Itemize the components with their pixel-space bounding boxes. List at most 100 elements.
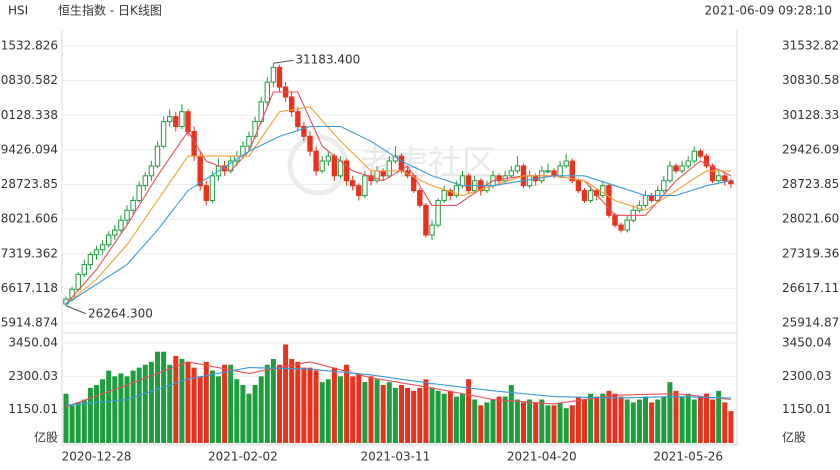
candle-body	[441, 190, 447, 201]
volume-tick-label-right: 1150.01	[782, 402, 832, 416]
volume-bar	[106, 370, 112, 443]
volume-bar	[325, 379, 331, 443]
volume-bar	[453, 396, 459, 443]
candle-body	[673, 165, 679, 172]
volume-unit-right: 亿股	[782, 430, 806, 445]
volume-bar	[429, 387, 435, 443]
volume-bar	[478, 405, 484, 443]
volume-bar	[496, 396, 502, 443]
y-tick-label-right: 25914.874	[782, 316, 840, 330]
volume-bar	[331, 367, 337, 443]
candle-body	[716, 175, 722, 182]
y-tick-label-right: 28021.606	[782, 212, 840, 226]
candle-body	[173, 116, 179, 128]
y-tick-label-right: 26617.118	[782, 281, 840, 295]
candle-body	[569, 160, 575, 182]
volume-bar	[338, 376, 343, 443]
volume-bar	[118, 373, 124, 443]
candle-body	[709, 165, 716, 182]
volume-bar	[350, 376, 356, 443]
candle-body	[209, 175, 216, 201]
volume-bar	[234, 379, 240, 443]
volume-bar	[575, 396, 581, 443]
volume-bar	[246, 393, 252, 443]
volume-bar	[508, 385, 514, 443]
candle-body	[453, 185, 460, 197]
volume-bar	[399, 385, 404, 443]
volume-bar	[319, 382, 325, 443]
volume-bar	[514, 399, 520, 443]
candle-body	[661, 180, 667, 192]
y-tick-label: 29426.094	[0, 142, 58, 156]
candle-body	[722, 175, 728, 182]
candle-body	[142, 175, 149, 187]
volume-bar	[252, 385, 258, 443]
volume-bar	[167, 364, 173, 443]
volume-bar	[222, 364, 228, 443]
volume-bar	[521, 402, 526, 443]
x-tick-label: 2021-04-20	[507, 450, 577, 464]
candle-body	[319, 160, 325, 172]
y-tick-label-right: 31532.826	[782, 39, 840, 53]
y-tick-label-right: 30830.582	[782, 73, 840, 87]
volume-bar	[380, 385, 386, 443]
volume-bar	[386, 382, 392, 443]
volume-bar	[460, 393, 465, 443]
candle-body	[508, 170, 515, 177]
volume-bar	[588, 393, 594, 443]
candle-body	[276, 66, 283, 88]
volume-bar	[185, 361, 191, 443]
y-tick-label: 28021.606	[0, 212, 58, 226]
candle-body	[465, 175, 472, 192]
volume-bar	[87, 387, 93, 443]
candle-body	[496, 175, 502, 182]
candle-body	[154, 145, 161, 167]
volume-tick-label: 2300.03	[8, 369, 58, 383]
candle-body	[325, 155, 332, 162]
candle-body	[148, 165, 155, 177]
candle-body	[106, 234, 112, 246]
candle-body	[594, 190, 600, 197]
candle-body	[417, 190, 423, 206]
candle-body	[642, 195, 649, 206]
candle-body	[270, 66, 277, 83]
y-tick-label: 26617.118	[0, 281, 58, 295]
volume-tick-label-right: 2300.03	[782, 369, 832, 383]
candle-body	[112, 229, 118, 236]
volume-bar	[405, 387, 411, 443]
x-tick-label: 2021-03-11	[361, 450, 431, 464]
candle-body	[545, 170, 551, 173]
x-tick-label: 2021-05-26	[653, 450, 723, 464]
candle-body	[563, 160, 569, 167]
volume-bar	[582, 399, 587, 443]
volume-bar	[203, 361, 209, 443]
candle-body	[356, 185, 362, 197]
volume-bar	[264, 364, 270, 443]
candle-body	[301, 126, 307, 137]
volume-bar	[612, 393, 618, 443]
candle-body	[167, 116, 173, 123]
volume-bar	[411, 390, 417, 443]
candle-body	[362, 175, 368, 197]
candle-body	[435, 199, 441, 226]
y-tick-label: 28723.85	[1, 177, 58, 191]
y-tick-label: 31532.826	[0, 39, 58, 53]
price-ma-line	[65, 125, 732, 305]
volume-bar	[661, 396, 667, 443]
volume-unit: 亿股	[34, 430, 58, 445]
candle-body	[130, 199, 136, 211]
volume-bar	[502, 396, 508, 443]
candle-body	[203, 185, 210, 201]
volume-bar	[630, 402, 636, 443]
volume-bar	[539, 399, 545, 443]
volume-bar	[142, 364, 148, 443]
volume-ma-line	[65, 367, 731, 406]
volume-bar	[417, 387, 423, 443]
volume-tick-label: 3450.04	[8, 336, 58, 350]
volume-bar	[75, 402, 81, 443]
candle-body	[337, 160, 344, 177]
volume-bar	[173, 356, 179, 443]
volume-bar	[270, 358, 276, 443]
chart-title: 恒生指数 - 日K线图	[58, 3, 162, 18]
candle-body	[606, 185, 612, 216]
